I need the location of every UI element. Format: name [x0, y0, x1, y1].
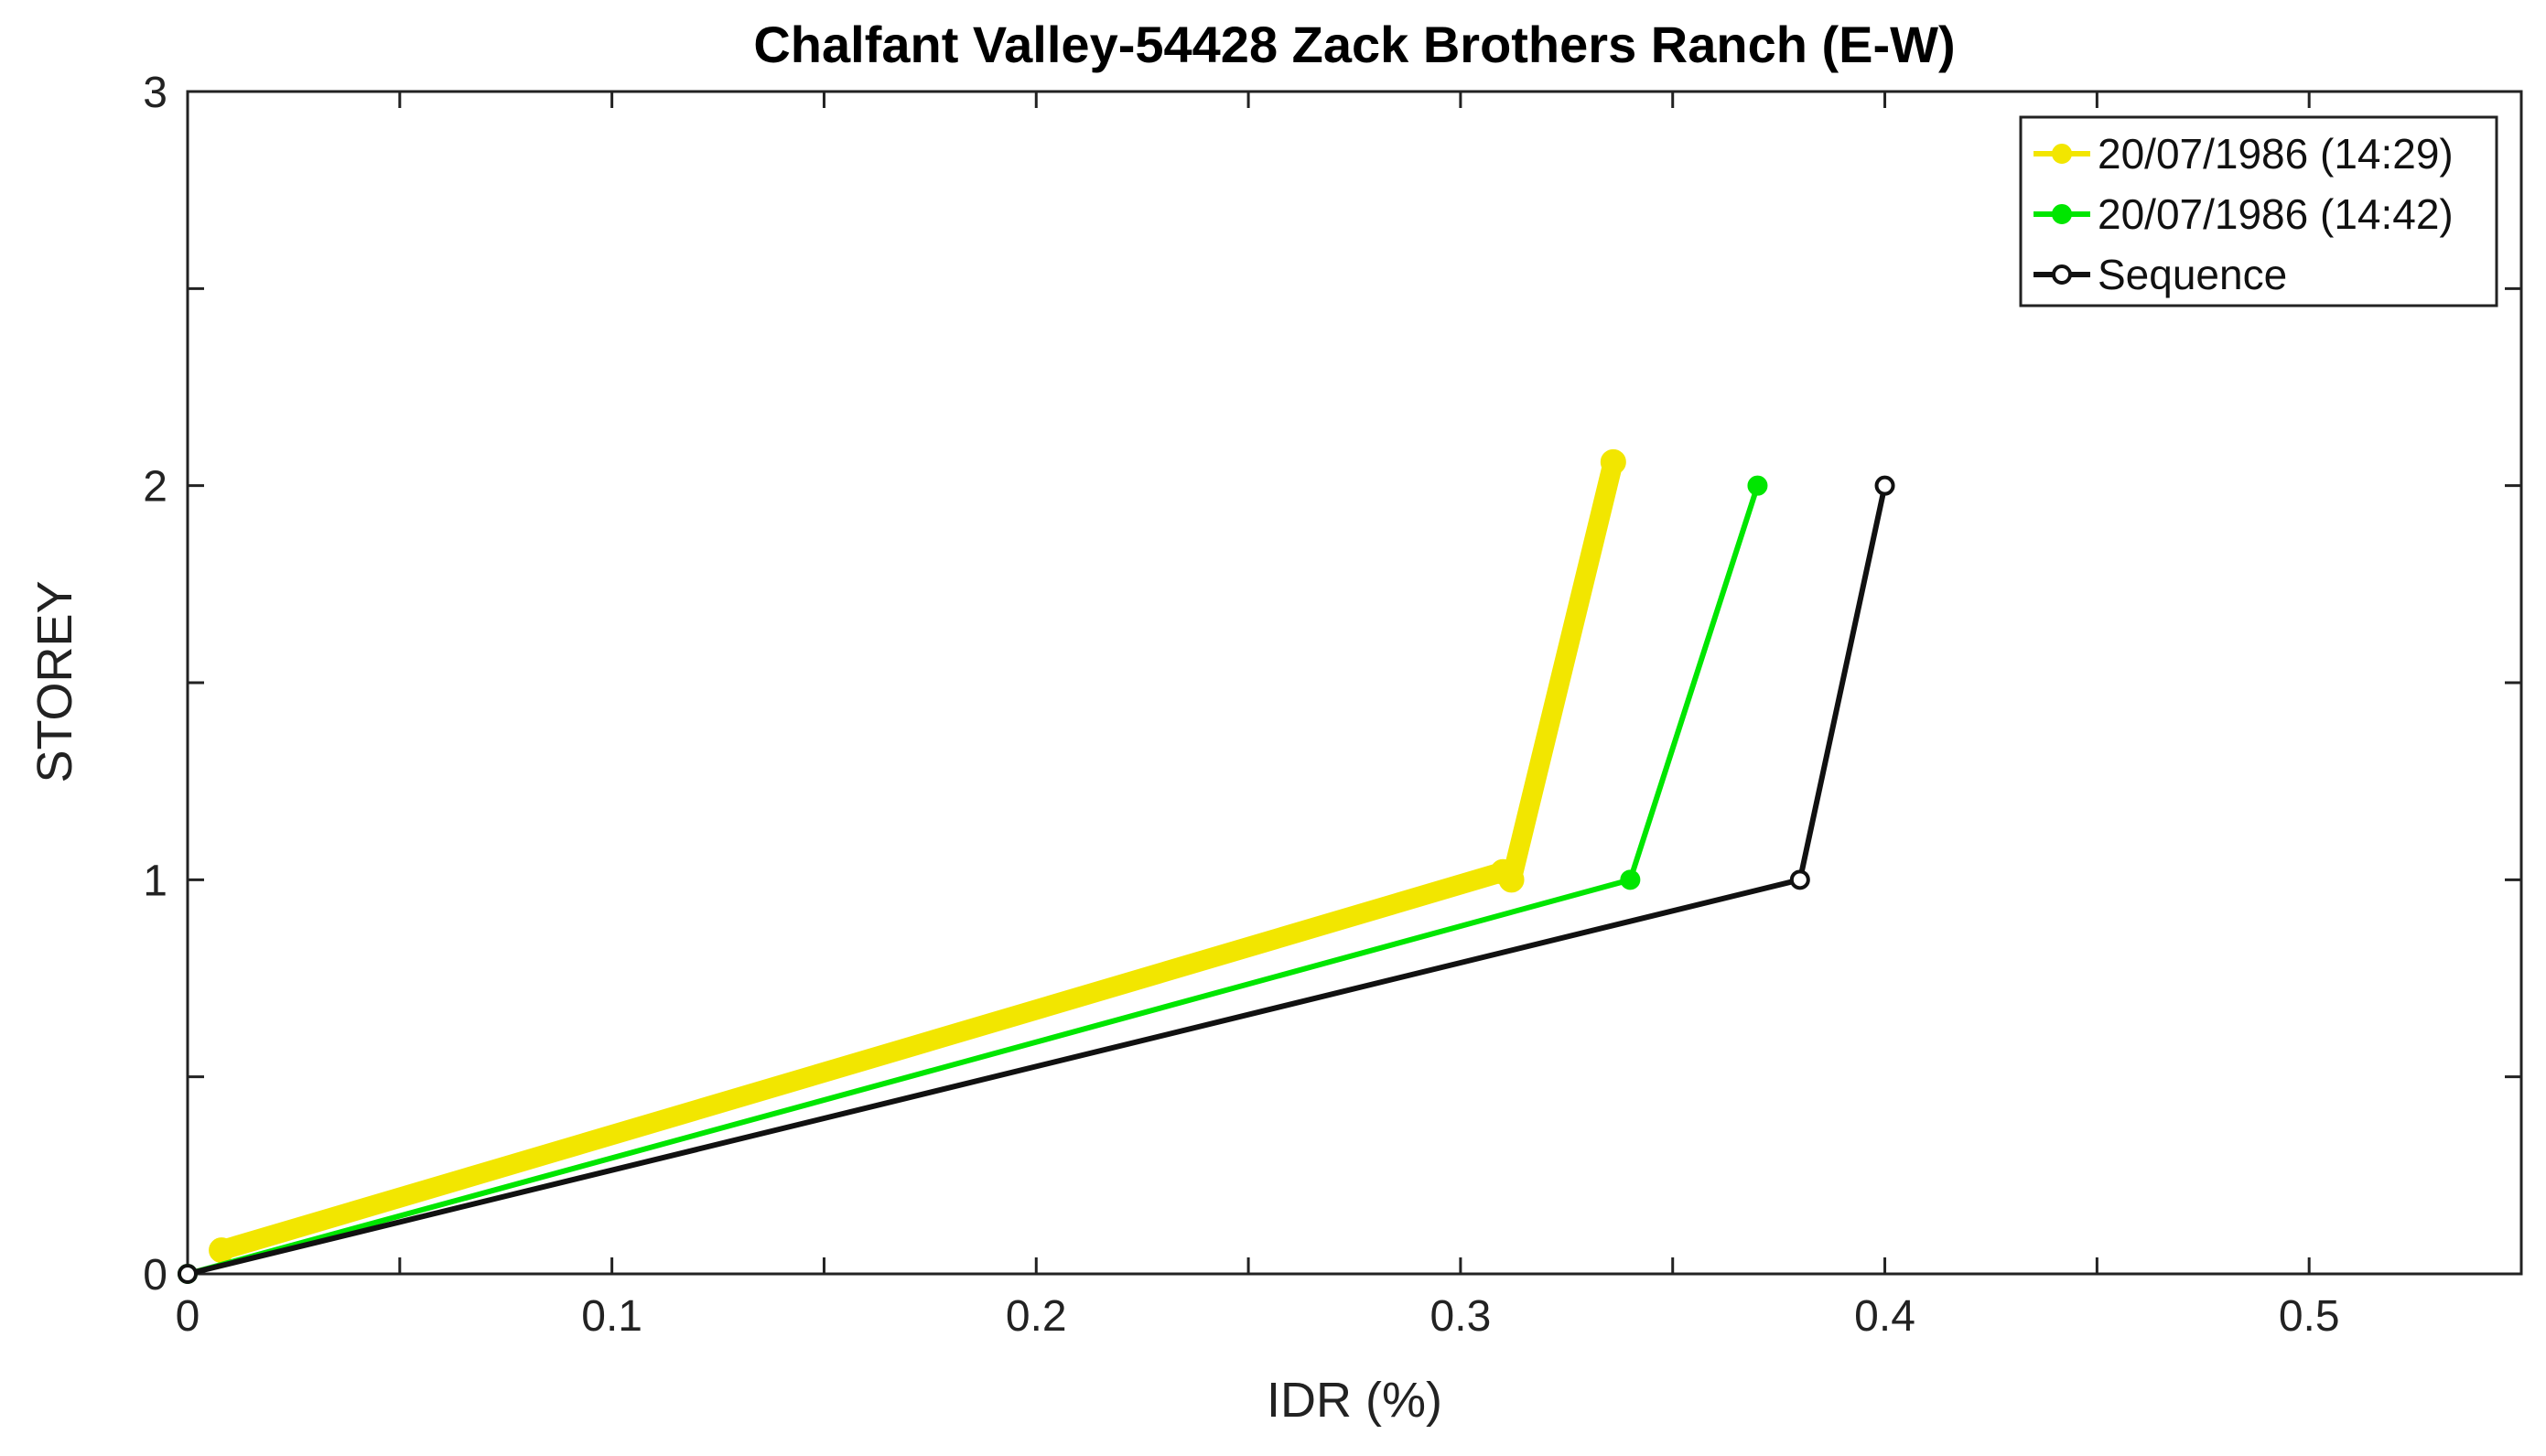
y-tick-label: 1 [143, 857, 167, 905]
legend-swatch-marker [2052, 144, 2072, 164]
legend: 20/07/1986 (14:29) 20/07/1986 (14:42) Sequ… [2019, 115, 2498, 307]
x-tick-label: 0.5 [2279, 1292, 2340, 1341]
x-tick-label: 0.3 [1430, 1292, 1492, 1341]
legend-box [2019, 115, 2498, 307]
legend-label: 20/07/1986 (14:42) [2098, 190, 2454, 238]
legend-label: Sequence [2098, 251, 2287, 298]
y-tick-label: 0 [143, 1251, 167, 1300]
data-point [1747, 475, 1768, 496]
y-tick-label: 2 [143, 463, 167, 512]
y-axis-label: STOREY [27, 580, 82, 782]
legend-label: 20/07/1986 (14:29) [2098, 130, 2454, 178]
x-axis-ticks: 0 0.1 0.2 0.3 0.4 0.5 [176, 92, 2523, 1341]
x-axis-label: IDR (%) [1267, 1373, 1442, 1428]
y-tick-label: 3 [143, 69, 167, 117]
x-tick-label: 0.2 [1006, 1292, 1067, 1341]
x-tick-label: 0.1 [581, 1292, 642, 1341]
data-point [209, 1237, 235, 1264]
data-point [1789, 869, 1810, 890]
chart-title: Chalfant Valley-54428 Zack Brothers Ranc… [753, 16, 1955, 73]
series-1 [209, 448, 1626, 1264]
data-point [1874, 475, 1895, 496]
data-point [178, 1264, 198, 1284]
x-tick-label: 0 [176, 1292, 200, 1341]
data-point [1620, 869, 1641, 890]
y-axis-ticks: 0 1 2 3 [143, 69, 2521, 1300]
series-3 [178, 475, 1895, 1284]
legend-swatch-marker [2052, 204, 2072, 224]
x-tick-label: 0.4 [1854, 1292, 1915, 1341]
data-point [1600, 448, 1626, 475]
series-line [211, 451, 1624, 1261]
series-group [178, 448, 1895, 1284]
data-point [1498, 867, 1525, 893]
legend-swatch-marker [2052, 264, 2072, 285]
series-2 [178, 475, 1768, 1284]
